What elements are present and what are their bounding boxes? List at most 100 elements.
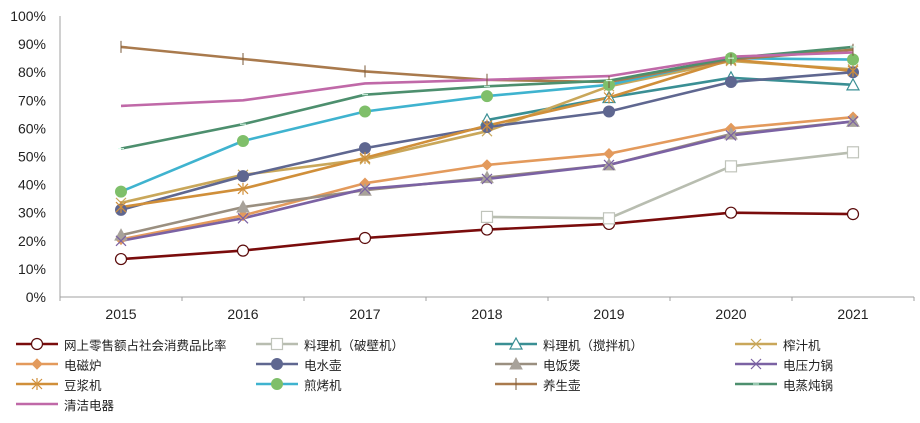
data-point-marker [115, 235, 127, 247]
legend-swatch [735, 382, 777, 386]
data-point-marker [237, 182, 249, 195]
legend-swatch [495, 336, 537, 350]
legend-marker [271, 378, 283, 390]
y-axis: 0% 10% 20% 30% 40% 50% 60% 70% 80% 90% 100% [10, 8, 61, 305]
x-tick-label: 2021 [837, 306, 868, 322]
data-point-marker [358, 231, 372, 245]
data-point-marker [481, 173, 493, 185]
legend-item: 网上零售额占社会消费品比率 [14, 334, 227, 354]
data-point-marker [236, 244, 250, 257]
data-point-marker [847, 115, 859, 127]
legend-swatch [256, 358, 298, 370]
legend-label: 清洁电器 [64, 397, 115, 413]
data-point-marker [847, 64, 859, 77]
legend-item: 电压力锅 [733, 354, 833, 374]
data-point-marker [845, 77, 861, 91]
data-point-marker [359, 183, 371, 195]
legend-label: 料理机（破壁机） [304, 337, 405, 353]
legend-label: 料理机（搅拌机） [543, 337, 644, 353]
data-point-marker [480, 170, 494, 184]
data-point-marker [237, 135, 249, 148]
data-point-marker [114, 252, 128, 266]
data-point-marker [603, 147, 615, 160]
y-tick-label: 80% [18, 64, 46, 80]
legend-item: 煎烤机 [254, 374, 342, 394]
legend-label: 电压力锅 [783, 357, 834, 373]
legend-label: 电磁炉 [64, 357, 102, 373]
legend-swatch [735, 358, 777, 370]
y-tick-label: 30% [18, 205, 46, 221]
legend-label: 电饭煲 [543, 357, 581, 373]
legend-item: 清洁电器 [14, 394, 114, 414]
data-point-marker [603, 105, 615, 118]
x-tick-label: 2019 [593, 306, 624, 322]
y-tick-label: 60% [18, 120, 46, 136]
legend-swatch [495, 378, 537, 390]
data-point-marker [846, 208, 860, 221]
legend-swatch [16, 358, 58, 370]
legend-label: 电水壶 [304, 357, 342, 373]
data-point-marker [481, 119, 493, 132]
data-point-marker [724, 160, 738, 173]
legend-label: 电蒸炖锅 [783, 377, 834, 393]
x-tick-label: 2018 [471, 306, 502, 322]
data-point-marker [481, 90, 493, 103]
legend-marker [750, 338, 762, 350]
y-tick-label: 20% [18, 233, 46, 249]
y-tick-label: 10% [18, 261, 46, 277]
legend-marker [31, 358, 43, 370]
series-markers [114, 40, 861, 266]
legend-label: 榨汁机 [783, 337, 821, 353]
data-point-marker [237, 209, 249, 222]
series-line-1 [486, 151, 854, 220]
line-chart: 0%10%20%30%40%50%60%70%80%90%100% 2015 20… [10, 8, 915, 322]
legend-marker [509, 356, 523, 370]
legend-marker [508, 336, 524, 350]
data-point-marker [359, 105, 371, 118]
legend-swatch [256, 378, 298, 390]
legend-item: 电水壶 [254, 354, 342, 374]
legend-swatch [256, 337, 298, 351]
legend-item: 料理机（破壁机） [254, 334, 404, 354]
y-tick-label: 50% [18, 149, 46, 165]
legend-marker [31, 378, 43, 390]
data-point-marker [603, 159, 615, 171]
data-point-marker [481, 159, 493, 171]
legend-item: 电磁炉 [14, 354, 102, 374]
x-tick-label: 2020 [715, 306, 746, 322]
legend-label: 煎烤机 [304, 377, 342, 393]
data-point-marker [115, 185, 127, 198]
legend-marker [270, 337, 284, 351]
legend-label: 豆浆机 [64, 377, 102, 393]
legend-label: 网上零售额占社会消费品比率 [64, 337, 227, 353]
data-point-marker [236, 200, 250, 213]
y-tick-label: 40% [18, 177, 46, 193]
legend-swatch [495, 356, 537, 370]
x-tick-label: 2017 [349, 306, 380, 322]
legend-item: 电蒸炖锅 [733, 374, 833, 394]
y-tick-label: 90% [18, 36, 46, 52]
y-tick-label: 70% [18, 92, 46, 108]
legend-item: 榨汁机 [733, 334, 821, 354]
data-point-marker [115, 201, 127, 214]
data-point-marker [603, 91, 615, 104]
data-point-marker [846, 146, 860, 159]
legend-marker [30, 337, 44, 351]
data-point-marker [237, 170, 249, 183]
data-point-marker [724, 126, 738, 140]
data-point-marker [480, 223, 494, 236]
data-point-marker [237, 212, 249, 224]
legend-marker [750, 358, 762, 370]
legend-item: 养生壶 [493, 374, 581, 394]
legend-item: 料理机（搅拌机） [493, 334, 643, 354]
data-point-marker [725, 76, 737, 89]
data-point-marker [480, 210, 494, 224]
legend-swatch [16, 378, 58, 390]
legend-marker [271, 358, 283, 370]
legend-swatch [735, 338, 777, 350]
data-point-marker [359, 151, 371, 164]
legend-swatch [16, 337, 58, 351]
x-axis: 2015 2016 2017 2018 2019 2020 2021 [59, 296, 915, 322]
legend-item: 豆浆机 [14, 374, 102, 394]
legend-swatch [16, 402, 58, 406]
